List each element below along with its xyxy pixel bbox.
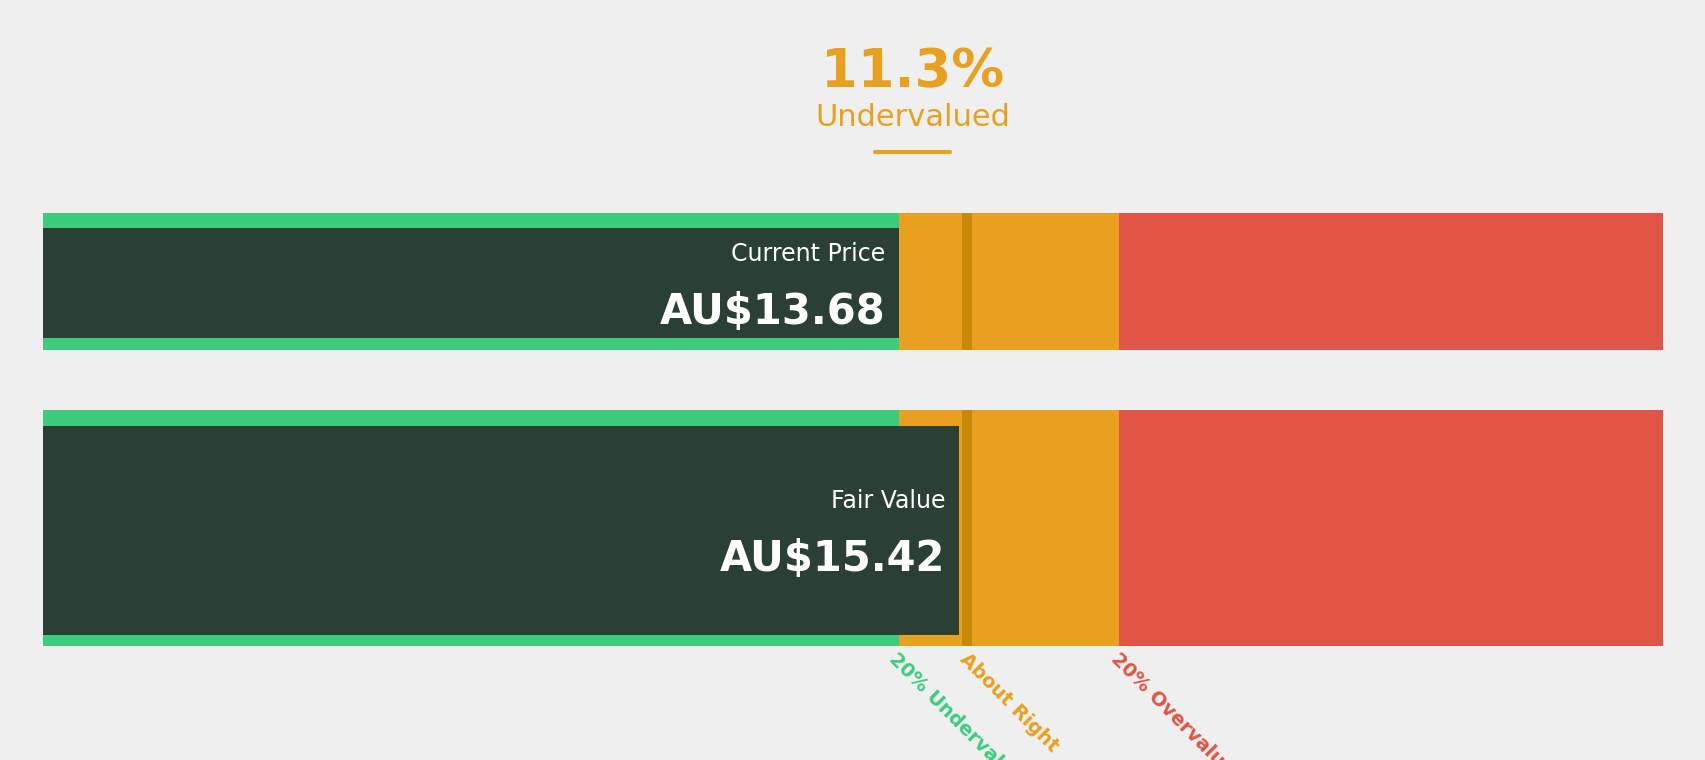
Text: Fair Value: Fair Value <box>830 489 945 513</box>
Bar <box>962 410 972 646</box>
Bar <box>962 213 972 350</box>
Text: Current Price: Current Price <box>731 242 885 266</box>
Bar <box>899 213 1118 350</box>
Text: 11.3%: 11.3% <box>820 46 1004 98</box>
Bar <box>43 426 958 635</box>
Bar <box>43 228 899 338</box>
Bar <box>1118 410 1662 646</box>
Text: Undervalued: Undervalued <box>815 103 1009 132</box>
Bar <box>899 410 1118 646</box>
Text: About Right: About Right <box>955 650 1061 756</box>
Text: 20% Undervalued: 20% Undervalued <box>885 650 1035 760</box>
Text: 20% Overvalued: 20% Overvalued <box>1107 650 1246 760</box>
Bar <box>1118 213 1662 350</box>
Bar <box>43 410 899 646</box>
Text: AU$13.68: AU$13.68 <box>660 291 885 333</box>
Text: AU$15.42: AU$15.42 <box>720 538 945 580</box>
Bar <box>43 213 899 350</box>
